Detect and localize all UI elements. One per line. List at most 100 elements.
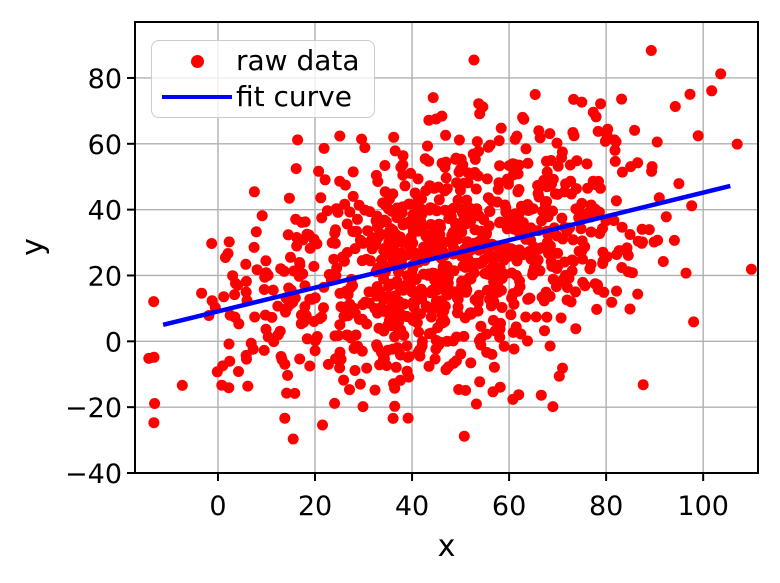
- data-point: [332, 206, 344, 218]
- data-point: [508, 343, 520, 355]
- data-point: [608, 215, 620, 226]
- data-point: [530, 311, 542, 323]
- data-point: [479, 268, 491, 279]
- data-point: [541, 311, 553, 323]
- data-point: [488, 361, 500, 373]
- data-point: [515, 328, 527, 340]
- data-point: [565, 296, 577, 308]
- data-point: [297, 268, 309, 280]
- data-point: [706, 85, 718, 97]
- data-point: [520, 143, 532, 155]
- data-point: [460, 384, 472, 396]
- data-point: [218, 291, 230, 303]
- data-point: [300, 309, 312, 321]
- data-point: [402, 412, 414, 424]
- data-point: [458, 430, 470, 442]
- data-point: [399, 180, 411, 192]
- data-point: [299, 216, 311, 228]
- data-point: [301, 333, 313, 345]
- data-point: [502, 208, 514, 220]
- data-point: [518, 113, 530, 125]
- data-point: [537, 205, 549, 217]
- data-point: [242, 380, 254, 392]
- data-point: [643, 224, 655, 236]
- data-point: [272, 329, 284, 341]
- data-point: [469, 224, 481, 236]
- data-point: [449, 227, 461, 238]
- data-point: [416, 193, 427, 205]
- data-point: [613, 245, 625, 257]
- data-point: [513, 159, 525, 171]
- data-point: [319, 174, 331, 186]
- data-point: [606, 296, 618, 308]
- data-point: [390, 237, 402, 249]
- data-point: [372, 176, 384, 187]
- data-point: [427, 203, 439, 215]
- data-point: [401, 270, 413, 282]
- data-point: [453, 134, 465, 146]
- data-point: [378, 214, 390, 226]
- data-point: [240, 349, 252, 361]
- data-point: [329, 330, 341, 342]
- data-point: [557, 362, 568, 374]
- data-point: [369, 384, 381, 396]
- data-point: [363, 286, 375, 298]
- data-point: [533, 125, 545, 137]
- data-point: [318, 302, 329, 314]
- data-point: [357, 237, 369, 249]
- data-point: [308, 316, 320, 327]
- data-point: [465, 308, 477, 320]
- data-point: [371, 221, 383, 233]
- data-point: [292, 134, 304, 146]
- data-point: [555, 312, 567, 324]
- data-point: [389, 382, 401, 394]
- data-point: [470, 183, 482, 195]
- data-point: [377, 197, 389, 209]
- data-point: [359, 142, 371, 154]
- data-point: [498, 340, 510, 352]
- data-point: [383, 281, 395, 292]
- data-point: [287, 296, 299, 308]
- data-point: [715, 68, 727, 80]
- data-point: [260, 323, 272, 335]
- data-point: [397, 219, 409, 231]
- data-point: [290, 163, 302, 175]
- data-point: [310, 334, 322, 346]
- data-point: [609, 144, 621, 156]
- data-point: [567, 127, 579, 138]
- data-point: [484, 206, 496, 217]
- data-point: [424, 287, 436, 299]
- data-point: [440, 129, 452, 141]
- data-point: [660, 211, 672, 223]
- data-point: [217, 360, 229, 372]
- data-point: [256, 210, 268, 222]
- data-point: [504, 250, 516, 262]
- data-point: [610, 195, 622, 207]
- data-point: [390, 361, 402, 373]
- data-point: [431, 279, 442, 291]
- data-point: [347, 190, 359, 202]
- data-point: [637, 379, 649, 391]
- data-point: [513, 224, 525, 235]
- data-point: [567, 234, 579, 246]
- data-point: [646, 161, 658, 173]
- data-point: [361, 362, 373, 374]
- data-point: [423, 268, 435, 280]
- data-point: [388, 308, 400, 319]
- data-point: [317, 419, 328, 431]
- data-point: [475, 339, 487, 351]
- data-point: [624, 303, 636, 315]
- data-point: [440, 156, 452, 168]
- data-point: [281, 387, 293, 399]
- data-point: [248, 241, 260, 253]
- data-point: [484, 139, 496, 151]
- data-point: [279, 412, 291, 424]
- data-point: [315, 192, 327, 204]
- data-point: [334, 319, 346, 331]
- data-point: [489, 325, 501, 337]
- data-point: [473, 289, 485, 301]
- data-point: [551, 137, 563, 149]
- data-point: [148, 296, 160, 308]
- data-point: [276, 354, 288, 366]
